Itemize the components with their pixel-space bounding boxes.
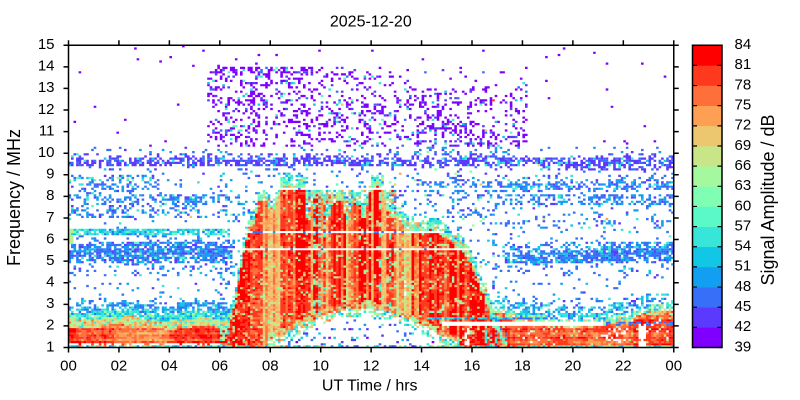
svg-text:66: 66 bbox=[735, 157, 752, 174]
svg-text:00: 00 bbox=[665, 357, 682, 374]
svg-text:1: 1 bbox=[46, 338, 54, 355]
svg-text:42: 42 bbox=[735, 318, 752, 335]
svg-text:2025-12-20: 2025-12-20 bbox=[330, 14, 412, 31]
svg-text:78: 78 bbox=[735, 76, 752, 93]
svg-text:69: 69 bbox=[735, 137, 752, 154]
svg-text:Frequency / MHz: Frequency / MHz bbox=[4, 129, 24, 266]
svg-text:3: 3 bbox=[46, 295, 54, 312]
svg-text:60: 60 bbox=[735, 197, 752, 214]
svg-text:18: 18 bbox=[514, 357, 531, 374]
svg-text:15: 15 bbox=[38, 36, 55, 53]
svg-text:51: 51 bbox=[735, 258, 752, 275]
svg-text:54: 54 bbox=[735, 238, 752, 255]
svg-text:2: 2 bbox=[46, 317, 54, 334]
svg-text:11: 11 bbox=[39, 122, 55, 139]
svg-text:4: 4 bbox=[46, 274, 54, 291]
svg-text:81: 81 bbox=[735, 56, 752, 73]
svg-text:75: 75 bbox=[735, 97, 752, 114]
svg-text:7: 7 bbox=[46, 209, 54, 226]
svg-text:8: 8 bbox=[46, 187, 54, 204]
svg-text:63: 63 bbox=[735, 177, 752, 194]
svg-text:20: 20 bbox=[565, 357, 582, 374]
svg-text:6: 6 bbox=[46, 230, 54, 247]
svg-text:UT Time / hrs: UT Time / hrs bbox=[322, 378, 418, 395]
svg-text:12: 12 bbox=[363, 357, 380, 374]
svg-text:16: 16 bbox=[464, 357, 481, 374]
svg-text:9: 9 bbox=[46, 166, 54, 183]
svg-text:72: 72 bbox=[735, 117, 752, 134]
svg-text:5: 5 bbox=[46, 252, 54, 269]
svg-text:00: 00 bbox=[60, 357, 77, 374]
svg-text:84: 84 bbox=[735, 36, 752, 53]
svg-text:14: 14 bbox=[38, 58, 55, 75]
svg-text:45: 45 bbox=[735, 298, 752, 315]
svg-text:57: 57 bbox=[735, 217, 752, 234]
svg-text:48: 48 bbox=[735, 278, 752, 295]
svg-text:08: 08 bbox=[262, 357, 279, 374]
svg-text:22: 22 bbox=[615, 357, 632, 374]
svg-text:02: 02 bbox=[111, 357, 128, 374]
svg-text:10: 10 bbox=[312, 357, 329, 374]
svg-text:06: 06 bbox=[211, 357, 228, 374]
svg-text:14: 14 bbox=[413, 357, 430, 374]
svg-text:39: 39 bbox=[735, 338, 752, 355]
svg-text:13: 13 bbox=[38, 79, 55, 96]
svg-text:10: 10 bbox=[38, 144, 55, 161]
svg-text:04: 04 bbox=[161, 357, 178, 374]
svg-text:12: 12 bbox=[38, 101, 55, 118]
svg-text:Signal Amplitude / dB: Signal Amplitude / dB bbox=[758, 114, 778, 285]
